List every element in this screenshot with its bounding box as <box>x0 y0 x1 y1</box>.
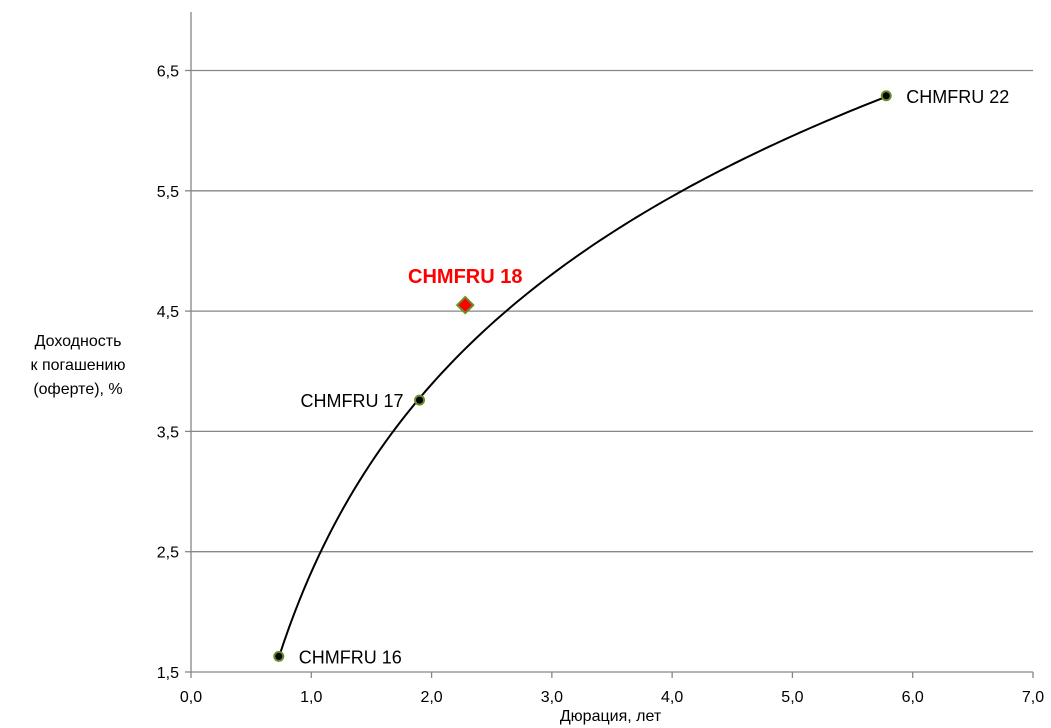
y-tick-label: 2,5 <box>157 545 179 562</box>
y-tick-label: 4,5 <box>157 304 179 321</box>
y-tick-label: 1,5 <box>157 665 179 682</box>
trendline-group <box>277 95 887 658</box>
highlight-point <box>455 295 475 315</box>
data-point <box>273 650 285 662</box>
x-tick-label: 3,0 <box>541 689 563 706</box>
highlight-point-label: CHMFRU 18 <box>408 266 522 288</box>
x-tick-label: 1,0 <box>300 689 322 706</box>
data-point-label: CHMFRU 17 <box>301 391 404 411</box>
y-tick-label: 3,5 <box>157 424 179 441</box>
y-axis-label-line-2: к погашению <box>30 357 126 374</box>
axes <box>185 12 1034 678</box>
data-points: CHMFRU 16 CHMFRU 17 CHMFRU 22 CHMFRU 18 <box>273 87 1009 667</box>
y-axis-label-line-3: (оферте), % <box>33 381 123 398</box>
y-tick-label: 6,5 <box>157 64 179 81</box>
x-tick-label: 4,0 <box>661 689 683 706</box>
x-tick-label: 7,0 <box>1022 689 1044 706</box>
data-point <box>880 90 892 102</box>
x-tick-label: 0,0 <box>180 689 202 706</box>
x-tick-label: 5,0 <box>781 689 803 706</box>
x-tick-label: 2,0 <box>420 689 442 706</box>
data-point-label: CHMFRU 22 <box>906 87 1009 107</box>
y-tick-label: 5,5 <box>157 184 179 201</box>
tick-labels: 1,5 2,5 3,5 4,5 5,5 6,5 0,0 1,0 2,0 3,0 4,0 5,0 6,0 7… <box>157 64 1044 707</box>
x-tick-label: 6,0 <box>902 689 924 706</box>
y-axis-label-line-1: Доходность <box>34 333 122 350</box>
data-point-label: CHMFRU 16 <box>299 647 402 667</box>
trendline <box>277 95 887 658</box>
data-point <box>414 394 426 406</box>
y-axis-label: Доходность к погашению (оферте), % <box>18 330 138 402</box>
grid-lines <box>191 69 1033 553</box>
x-axis-label: Дюрация, лет <box>559 708 662 725</box>
